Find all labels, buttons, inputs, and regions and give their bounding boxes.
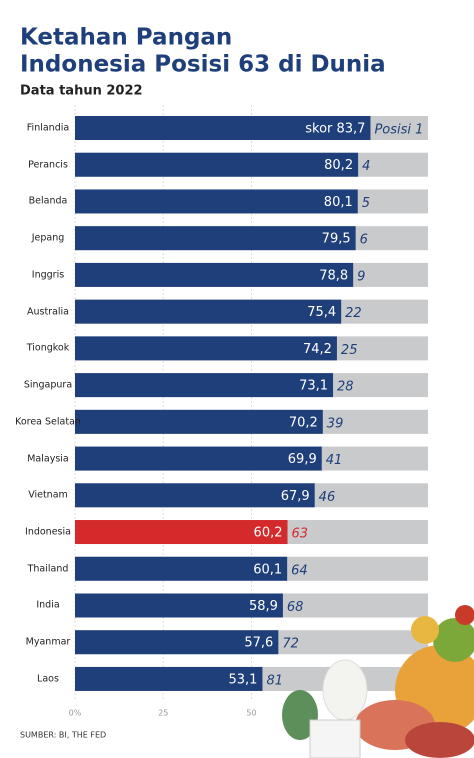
bar (75, 373, 334, 398)
bar (75, 593, 283, 618)
category-label: Australia (26, 306, 70, 318)
bar (75, 409, 323, 434)
x-tick-label: 50 (246, 709, 256, 718)
bar (75, 666, 263, 691)
value-label: 70,2 (289, 415, 318, 430)
chart-subtitle: Data tahun 2022 (20, 84, 143, 99)
source: SUMBER: BI, THE FED (20, 731, 106, 740)
chart-title: Ketahan Pangan (20, 25, 232, 51)
value-label: 74,2 (303, 342, 332, 357)
bar (75, 189, 358, 214)
category-label: Belanda (28, 195, 68, 207)
rank-label: 28 (337, 380, 354, 395)
value-label: 78,8 (319, 268, 348, 283)
value-label: 58,9 (249, 599, 278, 614)
rank-label: 25 (341, 343, 358, 358)
value-label: 60,1 (253, 562, 282, 577)
rank-label: 9 (357, 269, 365, 284)
rank-label: 5 (362, 196, 370, 211)
bar (75, 556, 288, 581)
category-label: Finlandia (26, 122, 70, 134)
rank-label: 4 (362, 159, 370, 174)
value-label: 80,2 (324, 158, 353, 173)
rank-label: 22 (345, 306, 362, 321)
category-label: Jepang (31, 232, 65, 244)
rank-label: 68 (287, 600, 304, 615)
value-label: 80,1 (324, 195, 353, 210)
bar (75, 520, 288, 545)
chart-title: Indonesia Posisi 63 di Dunia (20, 52, 386, 78)
value-label: skor 83,7 (305, 122, 365, 137)
rank-label: 72 (282, 637, 299, 652)
bar (75, 483, 315, 508)
category-label: Indonesia (25, 526, 71, 538)
bar (75, 262, 354, 287)
rank-label: 39 (327, 416, 344, 431)
bar (75, 116, 371, 140)
bar (75, 630, 279, 655)
category-label: Korea Selatan (15, 416, 81, 428)
rank-label: 46 (319, 490, 336, 505)
category-label: Thailand (27, 563, 69, 575)
category-label: Laos (37, 673, 59, 685)
rank-label: 63 (292, 527, 309, 542)
x-tick-label: 0% (69, 709, 82, 718)
bar (75, 446, 322, 471)
category-label: Perancis (28, 159, 68, 171)
value-label: 53,1 (228, 672, 257, 687)
bar (75, 226, 356, 251)
value-label: 69,9 (288, 452, 317, 467)
value-label: 75,4 (307, 305, 336, 320)
category-label: Singapura (23, 379, 73, 391)
bar (75, 152, 359, 177)
x-tick-label: 25 (158, 709, 168, 718)
category-label: Inggris (31, 269, 65, 281)
rank-label: 6 (360, 233, 368, 248)
value-label: 73,1 (299, 379, 328, 394)
rank-label: 41 (326, 453, 343, 468)
category-label: Vietnam (28, 489, 68, 501)
category-label: Tiongkok (26, 342, 70, 354)
category-label: India (36, 599, 60, 611)
bar (75, 336, 337, 361)
value-label: 79,5 (322, 232, 351, 247)
category-label: Malaysia (27, 453, 69, 465)
rank-label: Posisi 1 (374, 123, 423, 138)
food-decoration (282, 605, 474, 758)
bar (75, 299, 342, 324)
value-label: 60,2 (254, 526, 283, 541)
category-label: Myanmar (25, 636, 71, 648)
value-label: 67,9 (281, 489, 310, 504)
rank-label: 81 (266, 673, 283, 688)
rank-label: 64 (291, 563, 308, 578)
value-label: 57,6 (244, 636, 273, 651)
